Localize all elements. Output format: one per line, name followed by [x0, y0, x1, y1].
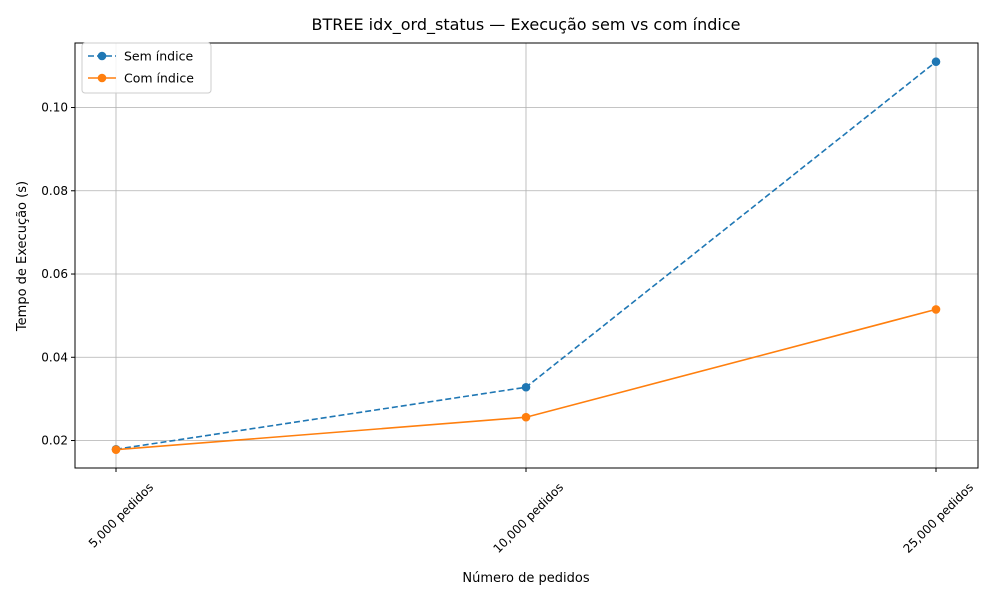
- series-1-point-2: [931, 305, 941, 314]
- y-tick-label-3: 0.08: [41, 184, 68, 198]
- legend-label-1: Com índice: [124, 71, 194, 86]
- y-tick-label-0: 0.02: [41, 434, 68, 448]
- y-tick-label-1: 0.04: [41, 350, 68, 364]
- legend-box: [81, 42, 212, 94]
- y-axis-label: Tempo de Execução (s): [15, 181, 30, 332]
- legend-marker-1: [97, 73, 107, 83]
- chart-title: BTREE idx_ord_status — Execução sem vs c…: [312, 15, 741, 35]
- series-0-point-1: [521, 382, 531, 392]
- legend-marker-0: [97, 51, 107, 61]
- series-layer: [111, 57, 941, 454]
- legend: Sem índice Com índice: [81, 42, 212, 94]
- series-1-point-0: [111, 445, 121, 454]
- legend-label-0: Sem índice: [124, 49, 193, 64]
- series-1-point-1: [521, 412, 531, 422]
- y-tick-label-4: 0.10: [41, 101, 68, 115]
- x-axis-label: Número de pedidos: [462, 571, 589, 586]
- series-0-point-2: [931, 57, 941, 67]
- y-tick-label-2: 0.06: [41, 267, 68, 281]
- y-axis: 0.02 0.04 0.06 0.08 0.10: [41, 101, 75, 448]
